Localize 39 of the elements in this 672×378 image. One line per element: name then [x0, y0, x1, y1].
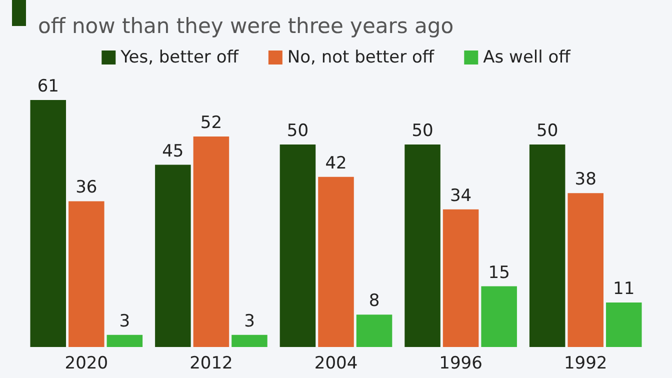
bar [318, 176, 354, 347]
bar [404, 144, 440, 347]
x-tick-label: 2004 [314, 354, 358, 374]
data-label: 52 [200, 112, 222, 133]
data-label: 50 [286, 121, 309, 142]
bar [193, 136, 230, 347]
x-tick-label: 2020 [64, 354, 108, 374]
x-tick-label: 2012 [190, 354, 233, 374]
data-label: 42 [325, 153, 347, 174]
legend-label: Yes, better off [120, 48, 240, 68]
data-label: 15 [488, 262, 510, 283]
x-tick-label: 1992 [564, 354, 608, 374]
bar [356, 314, 392, 347]
bar [232, 334, 268, 347]
bar [529, 144, 566, 347]
data-label: 3 [119, 311, 130, 332]
bar [606, 302, 642, 347]
bar [68, 201, 104, 347]
data-label: 34 [450, 186, 472, 206]
bar [155, 164, 191, 347]
data-label: 50 [536, 121, 558, 142]
data-label: 8 [368, 291, 380, 312]
bar [280, 144, 316, 347]
bar [30, 100, 66, 347]
data-label: 3 [244, 311, 255, 332]
data-label: 45 [162, 141, 184, 162]
bar [106, 334, 143, 347]
data-label: 36 [76, 178, 98, 198]
data-label: 11 [613, 278, 635, 299]
x-tick-label: 1996 [439, 354, 482, 374]
chart-title: off now than they were three years ago [38, 14, 454, 38]
legend-label: As well off [483, 48, 572, 68]
bar [442, 209, 479, 347]
data-label: 61 [37, 76, 59, 96]
legend-label: No, not better off [287, 48, 436, 68]
bar [481, 286, 517, 347]
data-label: 38 [574, 170, 596, 190]
data-label: 50 [412, 121, 434, 142]
bar [568, 193, 604, 347]
